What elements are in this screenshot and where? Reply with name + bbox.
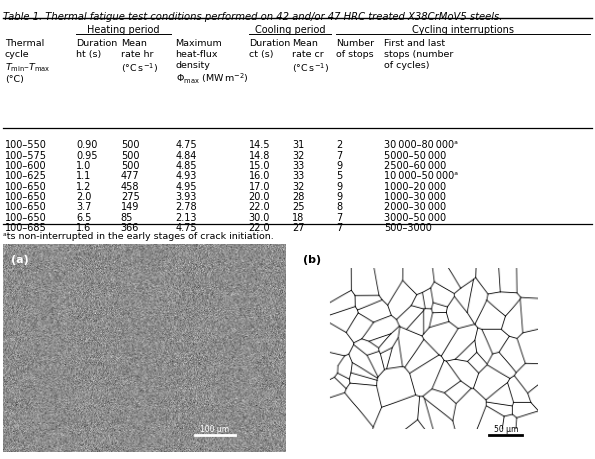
Text: Table 1. Thermal fatigue test conditions performed on 42 and/or 47 HRC treated X: Table 1. Thermal fatigue test conditions… <box>3 11 502 22</box>
Text: 18: 18 <box>292 212 305 222</box>
Text: 100–650: 100–650 <box>5 191 46 202</box>
Text: 30 000–80 000ᵃ: 30 000–80 000ᵃ <box>384 140 458 150</box>
Text: 5000–50 000: 5000–50 000 <box>384 150 447 160</box>
Text: Mean
rate hr
(°C s$^{-1}$): Mean rate hr (°C s$^{-1}$) <box>121 39 158 75</box>
Text: 28: 28 <box>292 191 305 202</box>
Text: 2.78: 2.78 <box>176 202 197 212</box>
Text: 4.93: 4.93 <box>176 171 197 181</box>
Text: 22.0: 22.0 <box>249 223 270 233</box>
Text: 100–550: 100–550 <box>5 140 46 150</box>
Text: 30.0: 30.0 <box>249 212 270 222</box>
Text: 17.0: 17.0 <box>249 181 270 191</box>
Text: 4.75: 4.75 <box>176 223 197 233</box>
Text: 1.6: 1.6 <box>76 223 92 233</box>
Text: 22.0: 22.0 <box>249 202 270 212</box>
Text: 10 000–50 000ᵃ: 10 000–50 000ᵃ <box>384 171 458 181</box>
Text: 100–600: 100–600 <box>5 161 46 171</box>
Text: 4.85: 4.85 <box>176 161 197 171</box>
Text: Heating period: Heating period <box>87 25 159 35</box>
Text: 500: 500 <box>121 150 139 160</box>
Text: (b): (b) <box>303 255 321 264</box>
Text: 500: 500 <box>121 140 139 150</box>
Text: 27: 27 <box>292 223 305 233</box>
Text: 32: 32 <box>292 181 305 191</box>
Text: 85: 85 <box>121 212 133 222</box>
Text: 2.0: 2.0 <box>76 191 92 202</box>
Text: 2500–60 000: 2500–60 000 <box>384 161 447 171</box>
Text: 149: 149 <box>121 202 139 212</box>
Text: 3000–50 000: 3000–50 000 <box>384 212 446 222</box>
Text: 0.95: 0.95 <box>76 150 98 160</box>
Text: Duration
ht (s): Duration ht (s) <box>76 39 117 59</box>
Text: 31: 31 <box>292 140 305 150</box>
Text: Thermal
cycle
$T_{\rm min}$–$T_{\rm max}$
(°C): Thermal cycle $T_{\rm min}$–$T_{\rm max}… <box>5 39 50 84</box>
Text: 7: 7 <box>336 223 343 233</box>
Text: 366: 366 <box>121 223 139 233</box>
Text: 100–650: 100–650 <box>5 212 46 222</box>
Text: 2.13: 2.13 <box>176 212 197 222</box>
Text: Number
of stops: Number of stops <box>336 39 374 59</box>
Text: 33: 33 <box>292 161 305 171</box>
Text: 5: 5 <box>336 171 343 181</box>
Text: 25: 25 <box>292 202 305 212</box>
Text: 9: 9 <box>336 161 342 171</box>
Text: 3.93: 3.93 <box>176 191 197 202</box>
Text: 3.7: 3.7 <box>76 202 92 212</box>
Text: Duration
ct (s): Duration ct (s) <box>249 39 290 59</box>
Text: 7: 7 <box>336 212 343 222</box>
Text: 4.84: 4.84 <box>176 150 197 160</box>
Text: 9: 9 <box>336 191 342 202</box>
Text: 1000–30 000: 1000–30 000 <box>384 191 446 202</box>
Text: 458: 458 <box>121 181 139 191</box>
Text: 500: 500 <box>121 161 139 171</box>
Text: 1.1: 1.1 <box>76 171 92 181</box>
Text: Maximum
heat-flux
density
$\Phi_{\rm max}$ (MW m$^{-2}$): Maximum heat-flux density $\Phi_{\rm max… <box>176 39 248 86</box>
Text: 100–650: 100–650 <box>5 181 46 191</box>
Text: 1.0: 1.0 <box>76 161 92 171</box>
Text: 33: 33 <box>292 171 305 181</box>
Text: 500–3000: 500–3000 <box>384 223 432 233</box>
Text: Cooling period: Cooling period <box>255 25 325 35</box>
Text: 2000–30 000: 2000–30 000 <box>384 202 446 212</box>
Text: 4.95: 4.95 <box>176 181 197 191</box>
Text: 14.5: 14.5 <box>249 140 270 150</box>
Text: 100–685: 100–685 <box>5 223 46 233</box>
Text: 477: 477 <box>121 171 139 181</box>
Text: Mean
rate cr
(°C s$^{-1}$): Mean rate cr (°C s$^{-1}$) <box>292 39 329 75</box>
Text: 1.2: 1.2 <box>76 181 92 191</box>
Text: 7: 7 <box>336 150 343 160</box>
Text: 9: 9 <box>336 181 342 191</box>
Text: 8: 8 <box>336 202 342 212</box>
Text: 100–575: 100–575 <box>5 150 47 160</box>
Text: 100–625: 100–625 <box>5 171 46 181</box>
Text: 15.0: 15.0 <box>249 161 270 171</box>
Text: 1000–20 000: 1000–20 000 <box>384 181 446 191</box>
Text: 100 µm: 100 µm <box>201 425 230 433</box>
Text: ᵃts non-interrupted in the early stages of crack initiation.: ᵃts non-interrupted in the early stages … <box>3 232 274 241</box>
Text: 16.0: 16.0 <box>249 171 270 181</box>
Text: Cycling interruptions: Cycling interruptions <box>412 25 514 35</box>
Text: 2: 2 <box>336 140 343 150</box>
Text: 4.75: 4.75 <box>176 140 197 150</box>
Text: 14.8: 14.8 <box>249 150 270 160</box>
Text: 32: 32 <box>292 150 305 160</box>
Text: 275: 275 <box>121 191 140 202</box>
Text: 20.0: 20.0 <box>249 191 270 202</box>
Text: 50 µm: 50 µm <box>493 425 518 433</box>
Text: (a): (a) <box>11 255 29 264</box>
Text: 0.90: 0.90 <box>76 140 98 150</box>
Text: First and last
stops (number
of cycles): First and last stops (number of cycles) <box>384 39 454 69</box>
Text: 6.5: 6.5 <box>76 212 92 222</box>
Text: 100–650: 100–650 <box>5 202 46 212</box>
